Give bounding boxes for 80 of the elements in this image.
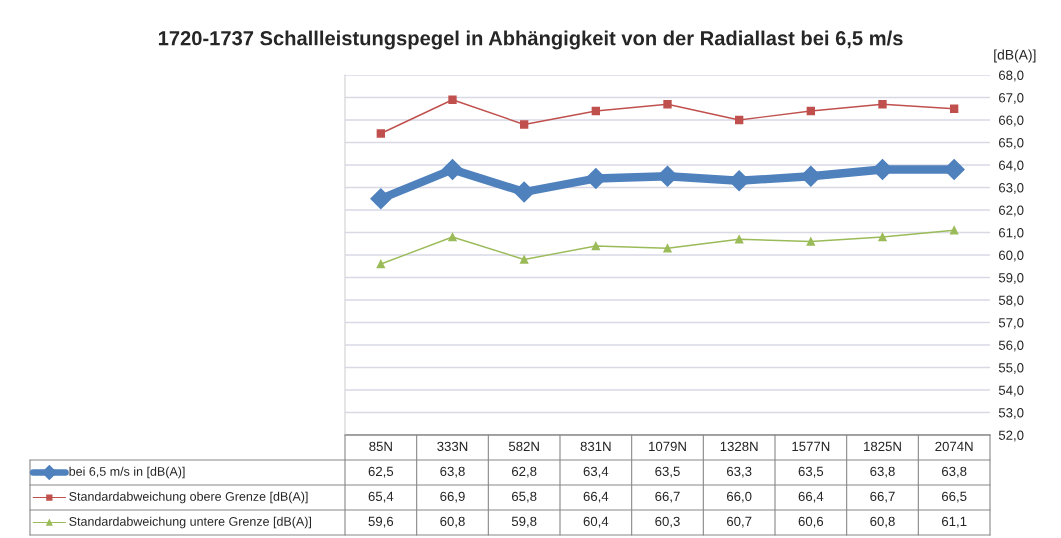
data-label: 60,7 bbox=[727, 516, 752, 528]
x-tick-label: 831N bbox=[580, 441, 611, 452]
chart-title: 1720-1737 Schallleistungspegel in Abhängigkeit von der Radiallast bei 6,5 m/s bbox=[158, 30, 903, 50]
y-tick-label: 60,0 bbox=[999, 250, 1024, 262]
data-label: 60,3 bbox=[655, 516, 680, 528]
data-label: 63,4 bbox=[583, 466, 609, 478]
data-label: 60,6 bbox=[798, 516, 824, 528]
x-tick-label: 333N bbox=[437, 441, 468, 452]
point bbox=[734, 115, 744, 125]
data-label: 66,7 bbox=[870, 491, 895, 503]
x-tick-label: 1328N bbox=[720, 441, 758, 452]
data-label: 66,5 bbox=[942, 491, 967, 503]
data-label: 65,4 bbox=[368, 491, 394, 503]
y-tick-label: 62,0 bbox=[999, 205, 1024, 217]
y-tick-label: 52,0 bbox=[998, 430, 1024, 442]
data-label: 63,5 bbox=[655, 466, 680, 478]
data-label: 63,8 bbox=[870, 466, 895, 478]
y-tick-label: 67,0 bbox=[999, 93, 1024, 104]
data-label: 66,4 bbox=[583, 491, 609, 503]
point bbox=[878, 100, 887, 109]
x-tick-label: 85N bbox=[369, 441, 392, 452]
data-label: 63,8 bbox=[942, 466, 967, 478]
point bbox=[591, 241, 601, 251]
y-axis-title: [dB(A)] bbox=[994, 49, 1036, 63]
legend-label: Standardabweichung obere Grenze [dB(A)] bbox=[69, 491, 308, 504]
y-tick-label: 53,0 bbox=[998, 408, 1024, 419]
point bbox=[663, 100, 672, 109]
point bbox=[734, 235, 744, 244]
point bbox=[376, 129, 386, 138]
point bbox=[591, 106, 601, 116]
point bbox=[519, 120, 529, 129]
point bbox=[448, 232, 457, 242]
y-tick-label: 54,0 bbox=[998, 385, 1024, 397]
point bbox=[513, 181, 535, 203]
data-label: 66,0 bbox=[727, 491, 752, 503]
point bbox=[376, 259, 386, 269]
y-tick-label: 56,0 bbox=[998, 340, 1024, 352]
data-label: 65,8 bbox=[512, 491, 537, 503]
x-tick-label: 1079N bbox=[649, 441, 686, 452]
data-label: 60,8 bbox=[440, 516, 465, 528]
y-tick-label: 59,0 bbox=[998, 273, 1024, 284]
point bbox=[806, 106, 816, 116]
point bbox=[441, 158, 464, 181]
y-tick-label: 61,0 bbox=[999, 228, 1024, 239]
point bbox=[949, 226, 959, 235]
data-label: 63,3 bbox=[727, 466, 752, 478]
data-label: 61,1 bbox=[942, 516, 967, 528]
y-tick-label: 68,0 bbox=[999, 70, 1024, 82]
y-tick-label: 58,0 bbox=[998, 295, 1024, 307]
point bbox=[370, 188, 392, 210]
point bbox=[800, 165, 822, 187]
point bbox=[519, 255, 529, 264]
y-tick-label: 64,0 bbox=[999, 160, 1024, 172]
y-tick-label: 63,0 bbox=[999, 183, 1024, 194]
data-label: 63,8 bbox=[440, 466, 465, 478]
x-tick-label: 1825N bbox=[864, 441, 901, 452]
x-tick-label: 582N bbox=[508, 441, 539, 452]
y-tick-label: 65,0 bbox=[999, 138, 1024, 149]
point bbox=[949, 104, 959, 113]
y-tick-label: 55,0 bbox=[998, 363, 1024, 374]
data-label: 60,4 bbox=[583, 516, 609, 528]
data-label: 60,8 bbox=[870, 516, 895, 528]
data-label: 66,4 bbox=[798, 491, 824, 503]
x-tick-label: 2074N bbox=[935, 441, 973, 452]
point bbox=[448, 95, 457, 104]
data-label: 62,5 bbox=[368, 466, 394, 478]
y-tick-label: 57,0 bbox=[998, 318, 1024, 329]
point bbox=[806, 237, 816, 246]
data-label: 66,7 bbox=[655, 491, 680, 503]
data-label: 66,9 bbox=[440, 491, 465, 503]
y-tick-label: 66,0 bbox=[999, 115, 1024, 127]
legend-label: bei 6,5 m/s in [dB(A)] bbox=[69, 466, 185, 479]
data-label: 63,5 bbox=[798, 466, 824, 478]
data-label: 62,8 bbox=[512, 466, 537, 478]
x-tick-label: 1577N bbox=[792, 441, 830, 452]
point bbox=[663, 244, 672, 253]
point bbox=[878, 232, 887, 242]
data-label: 59,8 bbox=[511, 516, 537, 528]
legend-label: Standardabweichung untere Grenze [dB(A)] bbox=[69, 516, 312, 529]
data-label: 59,6 bbox=[368, 516, 394, 528]
